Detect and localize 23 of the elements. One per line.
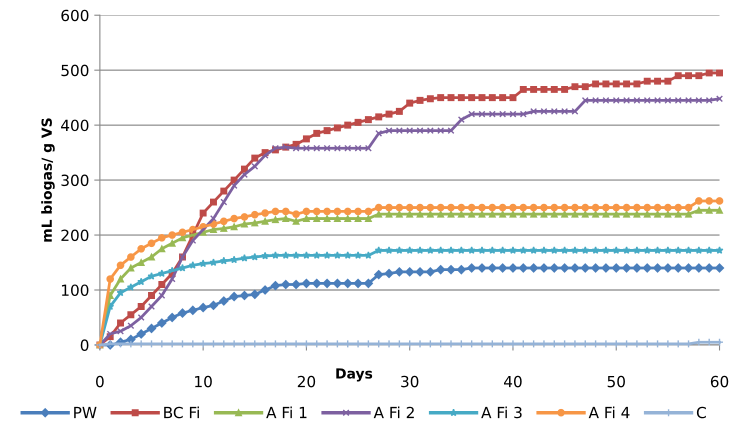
legend-label: A Fi 1 — [266, 406, 306, 418]
legend-label: PW — [74, 406, 97, 418]
x-axis-title: Days — [336, 368, 372, 382]
y-tick-label: 0 — [80, 339, 88, 351]
x-tick-label: 10 — [195, 376, 212, 388]
x-tick-label: 40 — [504, 376, 522, 388]
legend-label: A Fi 3 — [481, 406, 522, 418]
y-tick-label: 600 — [61, 10, 88, 22]
y-axis-title: mL biogas/ g VS — [41, 118, 55, 242]
y-tick-label: 300 — [61, 174, 88, 186]
legend-label: A Fi 4 — [588, 406, 630, 418]
legend-label: BC Fi — [164, 406, 199, 418]
x-tick-label: 0 — [96, 376, 104, 388]
legend-label: A Fi 2 — [374, 406, 414, 418]
y-tick-label: 500 — [61, 64, 88, 76]
y-tick-label: 100 — [62, 284, 88, 296]
x-tick-label: 50 — [608, 376, 625, 388]
y-tick-label: 400 — [61, 120, 88, 132]
x-tick-label: 20 — [298, 376, 316, 388]
legend-label: C — [696, 406, 706, 418]
x-tick-label: 60 — [710, 376, 728, 388]
x-tick-label: 30 — [401, 376, 418, 388]
y-tick-label: 200 — [61, 230, 88, 242]
